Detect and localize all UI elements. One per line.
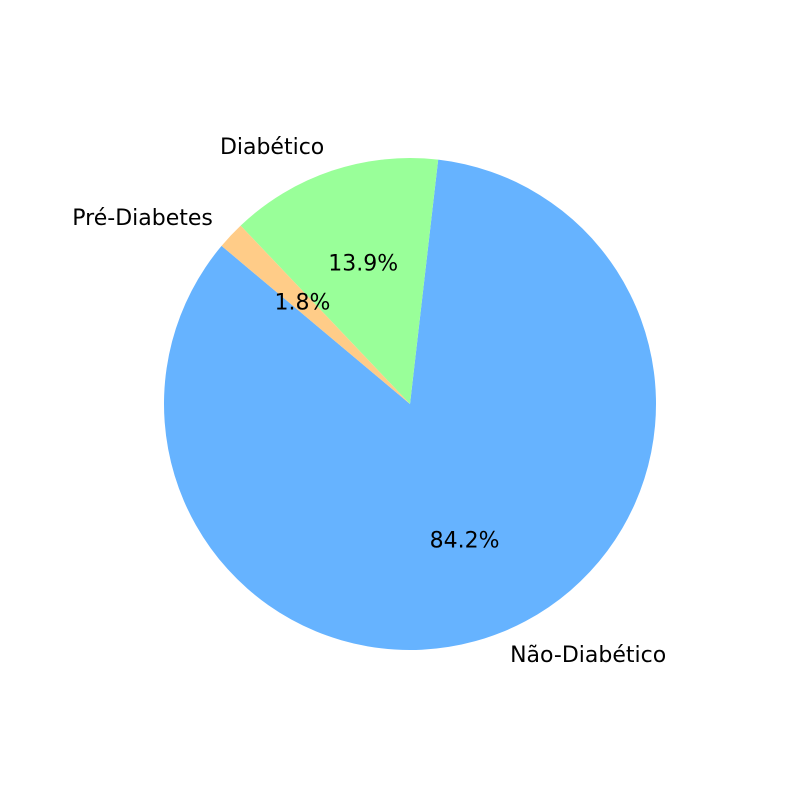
pie-slices [163, 158, 656, 650]
slice-label-diabetico: Diabético [220, 135, 324, 160]
pie-slice-nao-diabetico [163, 159, 656, 650]
pct-label-nao-diabetico: 84.2% [430, 529, 500, 554]
pct-label-diabetico: 13.9% [328, 252, 398, 277]
pie-labels: Não-Diabético 84.2% Diabético 13.9% Pré-Diab… [72, 135, 666, 668]
pie-slice-pre-diabetes [221, 225, 410, 404]
pct-label-pre-diabetes: 1.8% [275, 290, 331, 315]
slice-label-nao-diabetico: Não-Diabético [510, 643, 666, 668]
pie-slice-diabetico [240, 158, 439, 404]
slice-label-pre-diabetes: Pré-Diabetes [72, 206, 213, 231]
